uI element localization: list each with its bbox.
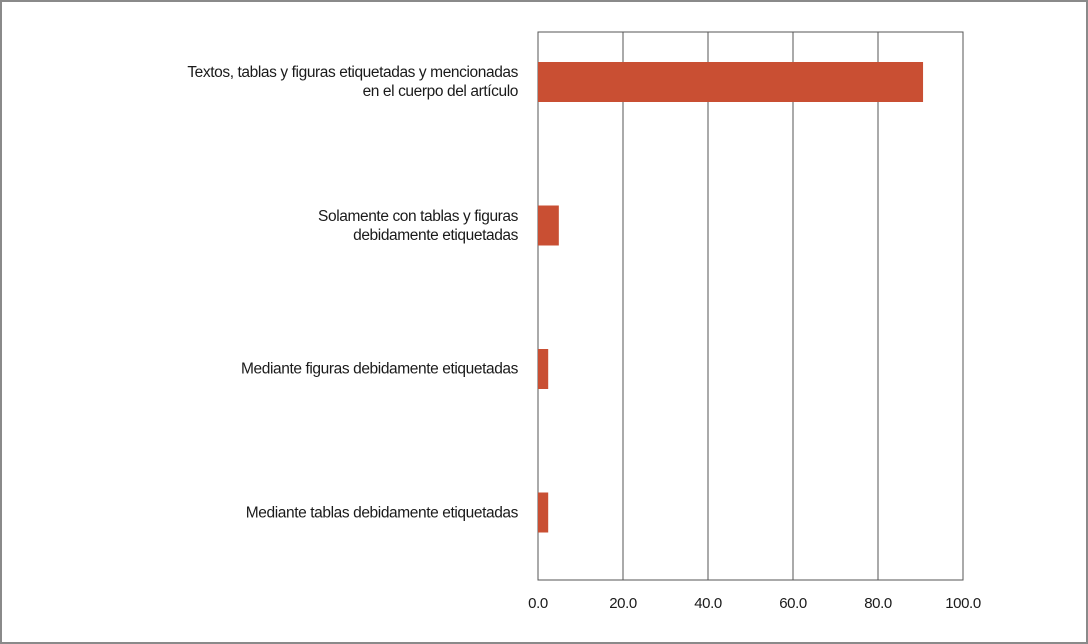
y-tick-label: Solamente con tablas y figuras debidamen… (318, 207, 518, 244)
bar (538, 205, 559, 246)
y-tick-label: Mediante figuras debidamente etiquetadas (241, 360, 518, 378)
x-tick-label: 0.0 (528, 595, 548, 612)
plot-frame (537, 31, 964, 581)
x-tick-label: 40.0 (694, 595, 722, 612)
x-tick-label: 20.0 (609, 595, 637, 612)
bar (538, 62, 924, 102)
bar (538, 349, 549, 389)
x-tick-label: 100.0 (945, 595, 981, 612)
bar (538, 492, 549, 533)
x-tick-label: 60.0 (779, 595, 807, 612)
x-tick-label: 80.0 (864, 595, 892, 612)
chart: 0.0 20.0 40.0 60.0 80.0 100.0 (528, 31, 981, 612)
y-tick-label: Mediante tablas debidamente etiquetadas (245, 504, 519, 521)
y-tick-label: Textos, tablas y figuras etiquetadas y m… (187, 64, 518, 100)
